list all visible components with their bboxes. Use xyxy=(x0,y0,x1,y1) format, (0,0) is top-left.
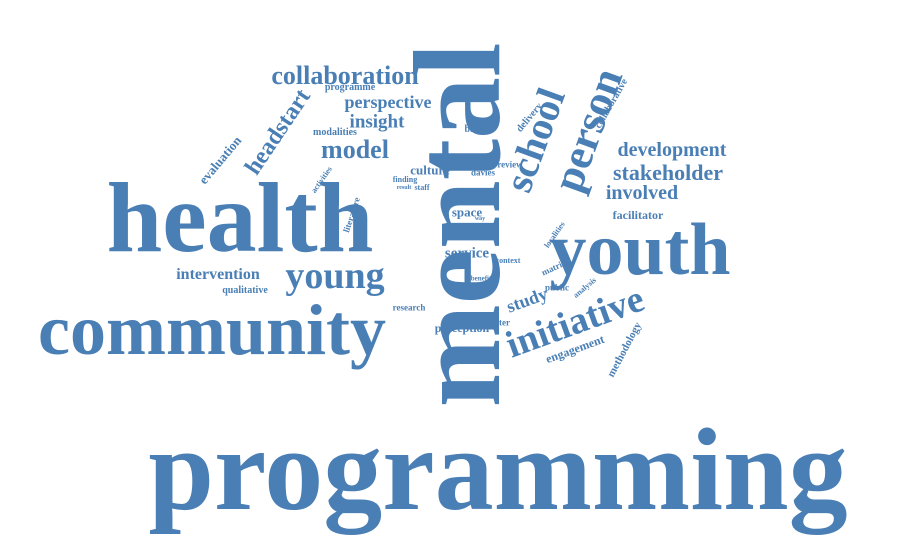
word-benefit: benefit xyxy=(470,274,492,283)
word-way: way xyxy=(474,216,486,222)
word-community: community xyxy=(38,290,386,370)
word-culture: culture xyxy=(410,162,450,178)
word-facilitator: facilitator xyxy=(612,208,664,222)
word-davies: davies xyxy=(470,167,496,178)
word-collaboration: collaboration xyxy=(271,61,419,90)
word-insight: insight xyxy=(349,111,405,133)
word-model: model xyxy=(321,135,389,164)
word-stakeholder: stakeholder xyxy=(613,160,723,185)
word-qualitative: qualitative xyxy=(222,285,268,296)
word-development: development xyxy=(617,139,727,161)
word-programming: programming xyxy=(148,404,848,535)
word-research: research xyxy=(392,302,426,313)
word-barrier: barrier xyxy=(464,124,496,135)
word-modalities: modalities xyxy=(313,127,357,138)
word-service: service xyxy=(444,245,490,262)
word-intervention: intervention xyxy=(176,266,260,283)
word-youth: youth xyxy=(549,209,731,291)
word-context: context xyxy=(495,256,521,265)
word-matter: matter xyxy=(484,317,510,328)
word-staff: staff xyxy=(414,183,430,192)
word-review: review xyxy=(497,159,523,170)
word-space: space xyxy=(451,204,483,220)
word-health: health xyxy=(106,162,374,273)
word-finding: finding xyxy=(392,175,418,184)
word-programme: programme xyxy=(324,82,376,93)
word-perception: perception xyxy=(434,321,490,335)
word-result: result xyxy=(396,185,412,191)
word-public: public xyxy=(544,282,570,293)
word-perspective: perspective xyxy=(344,92,432,112)
word-young: young xyxy=(285,255,385,297)
word-involved: involved xyxy=(605,182,679,204)
